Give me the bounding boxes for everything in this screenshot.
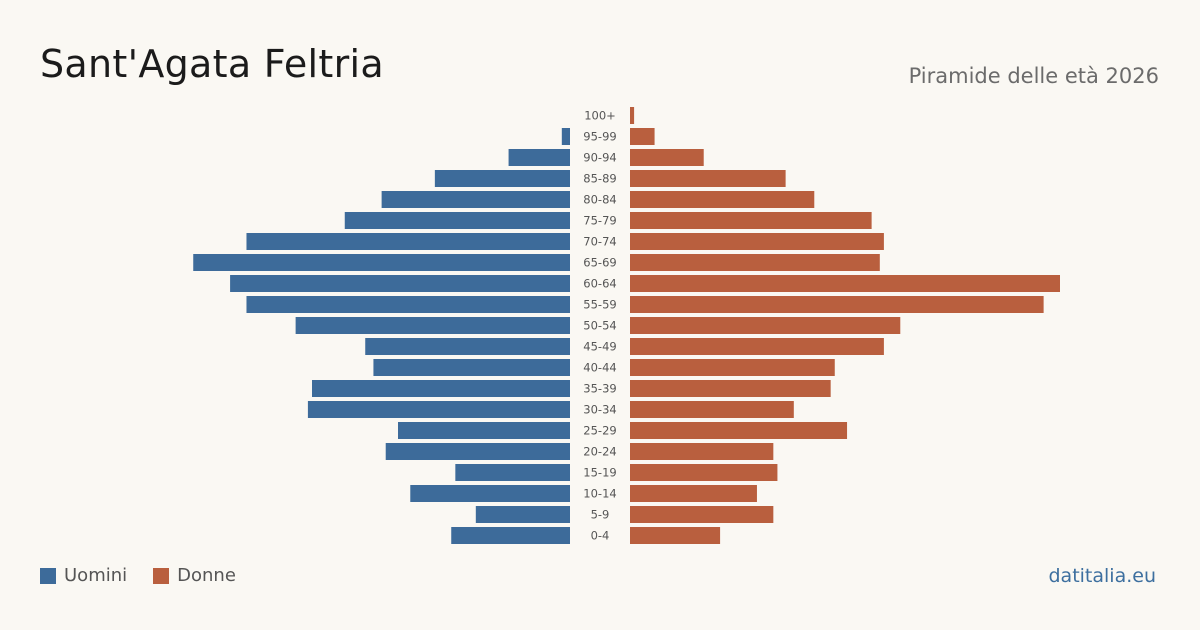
legend-item-female: Donne xyxy=(153,565,236,586)
age-group-label: 55-59 xyxy=(583,298,616,312)
age-group-label: 20-24 xyxy=(583,445,616,459)
bar-female-50-54 xyxy=(630,317,901,334)
age-group-label: 15-19 xyxy=(583,466,616,480)
bar-male-30-34 xyxy=(307,401,570,418)
age-group-label: 25-29 xyxy=(583,424,616,438)
age-group-label: 75-79 xyxy=(583,214,616,228)
age-group-label: 80-84 xyxy=(583,193,616,207)
bar-female-100+ xyxy=(630,107,635,124)
bar-female-90-94 xyxy=(630,149,704,166)
age-group-label: 60-64 xyxy=(583,277,616,291)
bar-female-0-4 xyxy=(630,527,721,544)
page-title: Sant'Agata Feltria xyxy=(40,42,384,86)
bar-female-40-44 xyxy=(630,359,835,376)
bar-male-40-44 xyxy=(373,359,570,376)
bar-female-15-19 xyxy=(630,464,778,481)
age-group-label: 95-99 xyxy=(583,130,616,144)
bar-female-65-69 xyxy=(630,254,880,271)
bar-male-15-19 xyxy=(455,464,570,481)
site-link[interactable]: datitalia.eu xyxy=(1048,565,1157,587)
age-group-label: 5-9 xyxy=(591,508,610,522)
legend-item-male: Uomini xyxy=(40,565,127,586)
age-group-label: 100+ xyxy=(584,109,616,123)
bar-male-45-49 xyxy=(365,338,570,355)
bar-female-80-84 xyxy=(630,191,815,208)
bar-female-85-89 xyxy=(630,170,786,187)
legend-swatch-female xyxy=(153,567,170,584)
bar-male-10-14 xyxy=(410,485,570,502)
bar-male-35-39 xyxy=(312,380,570,397)
age-group-label: 70-74 xyxy=(583,235,616,249)
age-group-label: 30-34 xyxy=(583,403,616,417)
bar-male-60-64 xyxy=(230,275,570,292)
legend-label-male: Uomini xyxy=(64,565,128,586)
bar-male-70-74 xyxy=(246,233,570,250)
bar-male-90-94 xyxy=(508,149,570,166)
bar-male-85-89 xyxy=(434,170,570,187)
bar-female-75-79 xyxy=(630,212,872,229)
bar-female-95-99 xyxy=(630,128,655,145)
bar-male-25-29 xyxy=(398,422,570,439)
age-group-label: 40-44 xyxy=(583,361,616,375)
bar-female-70-74 xyxy=(630,233,884,250)
bar-female-5-9 xyxy=(630,506,774,523)
legend-label-female: Donne xyxy=(177,565,236,586)
bar-male-55-59 xyxy=(246,296,570,313)
age-group-label: 0-4 xyxy=(591,529,610,543)
age-group-label: 50-54 xyxy=(583,319,616,333)
bar-male-75-79 xyxy=(344,212,570,229)
bar-male-80-84 xyxy=(381,191,570,208)
bar-female-30-34 xyxy=(630,401,794,418)
legend-swatch-male xyxy=(40,567,56,584)
bar-male-20-24 xyxy=(385,443,570,460)
bar-male-95-99 xyxy=(561,128,570,145)
bar-male-65-69 xyxy=(193,254,570,271)
bar-female-60-64 xyxy=(630,275,1060,292)
bar-male-50-54 xyxy=(295,317,570,334)
chart-subtitle: Piramide delle età 2026 xyxy=(908,64,1159,88)
bar-female-20-24 xyxy=(630,443,774,460)
chart-legend: Uomini Donne xyxy=(40,565,262,586)
bar-male-0-4 xyxy=(451,527,570,544)
age-group-label: 85-89 xyxy=(583,172,616,186)
age-group-label: 35-39 xyxy=(583,382,616,396)
age-group-label: 65-69 xyxy=(583,256,616,270)
bar-female-45-49 xyxy=(630,338,884,355)
age-group-label: 45-49 xyxy=(583,340,616,354)
age-group-label: 90-94 xyxy=(583,151,616,165)
bar-female-55-59 xyxy=(630,296,1044,313)
age-group-label: 10-14 xyxy=(583,487,616,501)
bar-female-35-39 xyxy=(630,380,831,397)
bar-male-5-9 xyxy=(475,506,570,523)
bar-female-10-14 xyxy=(630,485,757,502)
bar-female-25-29 xyxy=(630,422,848,439)
